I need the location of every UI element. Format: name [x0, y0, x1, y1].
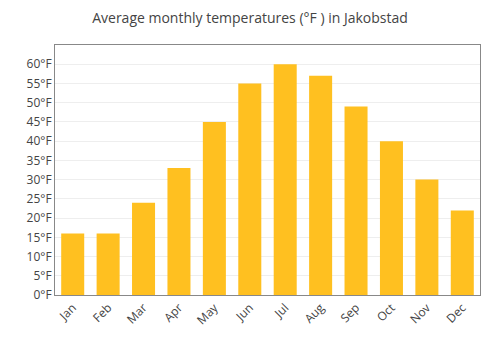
svg-text:0°F: 0°F — [33, 286, 51, 303]
svg-text:10°F: 10°F — [27, 248, 52, 265]
svg-text:45°F: 45°F — [27, 113, 52, 130]
svg-text:Jan: Jan — [55, 299, 80, 324]
svg-text:5°F: 5°F — [33, 267, 51, 284]
svg-text:30°F: 30°F — [27, 171, 52, 188]
svg-text:Dec: Dec — [442, 299, 469, 326]
svg-text:Mar: Mar — [123, 299, 151, 327]
svg-text:May: May — [193, 299, 222, 328]
svg-text:Apr: Apr — [160, 299, 186, 325]
svg-text:50°F: 50°F — [27, 94, 52, 111]
svg-text:35°F: 35°F — [27, 152, 52, 169]
svg-text:Sep: Sep — [336, 299, 363, 326]
svg-text:Jul: Jul — [270, 299, 292, 321]
svg-text:Oct: Oct — [373, 299, 399, 325]
svg-text:Jun: Jun — [231, 299, 256, 324]
svg-text:55°F: 55°F — [27, 75, 52, 92]
svg-text:25°F: 25°F — [27, 190, 52, 207]
svg-text:15°F: 15°F — [27, 229, 52, 246]
svg-text:Feb: Feb — [89, 299, 115, 325]
svg-text:60°F: 60°F — [27, 55, 52, 72]
svg-text:20°F: 20°F — [27, 209, 52, 226]
svg-text:40°F: 40°F — [27, 132, 52, 149]
svg-text:Nov: Nov — [406, 299, 434, 327]
svg-text:Aug: Aug — [300, 299, 328, 327]
svg-text:Average monthly temperatures (: Average monthly temperatures (°F ) in Ja… — [92, 8, 408, 27]
